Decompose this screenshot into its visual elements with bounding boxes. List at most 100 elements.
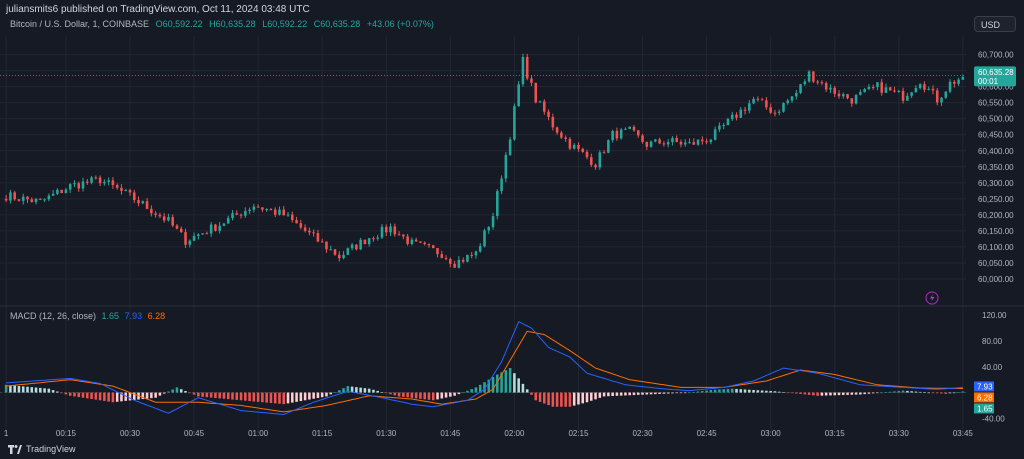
candle-body xyxy=(555,127,559,133)
time-axis[interactable]: 1 00:15 00:30 00:45 01:00 01:15 01:30 01:45 02:0… xyxy=(4,429,974,438)
candle-body xyxy=(320,241,324,243)
candle-body xyxy=(363,239,367,245)
macd-histogram-bar xyxy=(500,372,503,393)
candle-body xyxy=(624,128,627,130)
candle-body xyxy=(679,141,683,145)
macd-histogram-bar xyxy=(154,392,157,398)
price-axis[interactable]: 60,700.0060,650.0060,600.0060,550.0060,5… xyxy=(974,51,1016,284)
macd-histogram-bar xyxy=(363,388,367,393)
macd-histogram-bar xyxy=(718,389,721,393)
candle-body xyxy=(799,84,802,94)
macd-axis[interactable]: 120.00 80.00 40.00 -40.00 7.93 6.28 1.65 xyxy=(974,311,1007,423)
footer-brand[interactable]: TradingView xyxy=(8,444,76,454)
candle-body xyxy=(444,258,448,260)
macd-histogram-bar xyxy=(94,392,98,400)
macd-histogram-bar xyxy=(948,392,952,394)
macd-histogram-bar xyxy=(611,392,614,397)
macd-histogram-bar xyxy=(167,391,170,393)
macd-tick-label: 40.00 xyxy=(982,363,1003,372)
macd-histogram-bar xyxy=(77,392,81,398)
macd-legend[interactable]: MACD (12, 26, close) 1.65 7.93 6.28 xyxy=(10,311,165,321)
macd-histogram-bar xyxy=(777,391,781,393)
candle-body xyxy=(269,209,273,211)
candle-body xyxy=(876,82,879,88)
macd-histogram-bar xyxy=(893,391,896,393)
flash-icon[interactable] xyxy=(925,291,939,305)
macd-histogram-bar xyxy=(466,390,469,393)
macd-histogram-bar xyxy=(935,392,939,394)
candle-body xyxy=(150,208,153,214)
candle-body xyxy=(235,213,239,215)
macd-histogram-bar xyxy=(376,390,380,393)
macd-histogram-bar xyxy=(470,389,473,393)
macd-histogram-bar xyxy=(940,392,943,394)
candle-body xyxy=(222,223,226,226)
time-tick-label: 01:30 xyxy=(376,429,397,438)
candle-body xyxy=(534,82,538,103)
candle-body xyxy=(427,244,431,246)
candle-body xyxy=(888,87,892,91)
candle-body xyxy=(256,206,260,208)
candle-body xyxy=(867,86,871,90)
candle-body xyxy=(953,81,956,84)
price-tick-label: 60,350.00 xyxy=(978,163,1014,172)
macd-histogram-bar xyxy=(278,392,281,404)
candle-body xyxy=(457,259,461,268)
macd-histogram-bar xyxy=(513,373,516,393)
candle-body xyxy=(859,92,862,95)
macd-histogram-bar xyxy=(713,389,717,393)
symbol-legend[interactable]: Bitcoin / U.S. Dollar, 1, COINBASE O60,5… xyxy=(10,19,438,29)
price-tick-label: 60,700.00 xyxy=(978,51,1014,60)
macd-histogram-bar xyxy=(829,392,832,396)
currency-button[interactable]: USD xyxy=(974,16,1016,32)
candle-body xyxy=(935,90,939,103)
macd-histogram-bar xyxy=(235,392,239,400)
candle-body xyxy=(863,89,866,93)
candle-body xyxy=(393,226,397,235)
macd-histogram-bar xyxy=(795,392,798,394)
candle-body xyxy=(107,180,110,182)
time-tick-label: 02:45 xyxy=(697,429,718,438)
macd-histogram-bar xyxy=(51,390,55,393)
macd-histogram-bar xyxy=(560,392,563,407)
macd-histogram-bar xyxy=(461,392,465,394)
candle-body xyxy=(884,87,888,93)
macd-histogram-bar xyxy=(60,392,63,394)
macd-histogram-bar xyxy=(355,387,358,393)
macd-histogram-bar xyxy=(397,392,401,397)
candle-body xyxy=(713,129,717,140)
candle-body xyxy=(86,181,89,183)
candle-body xyxy=(325,241,328,250)
candle-body xyxy=(205,233,209,235)
candle-body xyxy=(47,195,51,200)
candle-body xyxy=(543,101,546,112)
macd-histogram-bar xyxy=(957,392,960,393)
macd-histogram-bar xyxy=(120,392,123,402)
time-tick-label: 01:00 xyxy=(248,429,269,438)
macd-histogram-bar xyxy=(320,392,324,398)
macd-histogram-bar xyxy=(961,391,965,393)
macd-histogram-bar xyxy=(931,392,935,394)
candle-body xyxy=(137,200,140,204)
candle-body xyxy=(372,238,375,240)
candle-body xyxy=(773,112,777,114)
candle-body xyxy=(696,139,700,145)
macd-histogram-bar xyxy=(773,391,777,393)
macd-histogram-bar xyxy=(179,389,183,393)
macd-histogram-bar xyxy=(841,392,845,396)
candle-body xyxy=(171,217,174,226)
macd-histogram-bar xyxy=(765,390,768,393)
macd-histogram-bar xyxy=(295,392,298,402)
macd-histogram-bar xyxy=(269,392,273,403)
macd-histogram-bar xyxy=(589,392,593,401)
macd-histogram-bar xyxy=(530,392,533,395)
macd-histogram-bar xyxy=(56,391,59,393)
macd-histogram-bar xyxy=(782,392,785,393)
candle-body xyxy=(175,225,179,229)
macd-histogram-bar xyxy=(111,392,115,403)
candle-body xyxy=(4,198,8,201)
macd-histogram-bar xyxy=(833,392,837,396)
candle-body xyxy=(927,88,930,90)
